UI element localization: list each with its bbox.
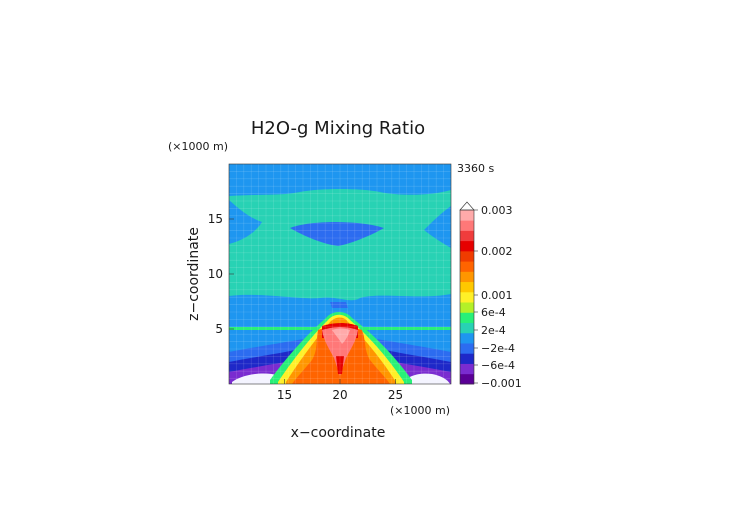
time-label: 3360 s bbox=[457, 162, 494, 175]
colorbar-swatch-15 bbox=[460, 220, 474, 231]
colorbar-label-4: 2e-4 bbox=[481, 324, 506, 337]
field-upper-cyan-right bbox=[424, 206, 451, 248]
colorbar-swatch-10 bbox=[460, 271, 474, 283]
colorbar-label-0: 0.003 bbox=[481, 204, 513, 217]
colorbar-swatch-1 bbox=[460, 363, 474, 375]
y-tick-label-2: 15 bbox=[208, 212, 223, 226]
colorbar-swatch-9 bbox=[460, 281, 474, 293]
x-axis-title: x−coordinate bbox=[291, 425, 386, 441]
colorbar-swatch-12 bbox=[460, 250, 474, 262]
colorbar-swatch-6 bbox=[460, 312, 474, 323]
field-plume-salmon bbox=[322, 327, 358, 376]
y-tick-label-1: 10 bbox=[208, 267, 223, 281]
colorbar-swatch-13 bbox=[460, 240, 474, 252]
field-upper-blue-lens bbox=[290, 222, 384, 246]
colorbar: 0.003 0.002 0.001 6e-4 2e-4 −2e-4 −6e-4 −0.001 bbox=[459, 201, 522, 390]
colorbar-swatch-16 bbox=[460, 210, 474, 221]
colorbar-swatch-0 bbox=[460, 373, 474, 385]
grid-lines bbox=[229, 164, 451, 384]
field-top-cap bbox=[276, 192, 420, 210]
x-unit-label: (×1000 m) bbox=[390, 404, 450, 417]
colorbar-label-6: −6e-4 bbox=[481, 359, 515, 372]
y-axis-title: z−coordinate bbox=[186, 227, 202, 321]
field-plume-red-stem bbox=[336, 356, 344, 374]
colorbar-label-1: 0.002 bbox=[481, 245, 513, 258]
colorbar-swatch-7 bbox=[460, 302, 474, 313]
field-surface-left bbox=[232, 373, 283, 384]
y-axis: 5 10 15 bbox=[208, 212, 234, 336]
chart-title: H2O-g Mixing Ratio bbox=[251, 118, 425, 139]
colorbar-label-3: 6e-4 bbox=[481, 306, 506, 319]
colorbar-label-5: −2e-4 bbox=[481, 342, 515, 355]
colorbar-swatch-4 bbox=[460, 332, 474, 344]
colorbar-swatch-5 bbox=[460, 322, 474, 334]
colorbar-frame bbox=[459, 209, 475, 385]
heatmap-plot-area bbox=[229, 164, 451, 384]
field-upper-cyan bbox=[229, 200, 262, 244]
field-tower-cap bbox=[330, 302, 348, 308]
x-tick-label-0: 15 bbox=[277, 388, 292, 402]
field-plume-pink bbox=[332, 328, 350, 344]
x-tick-label-2: 25 bbox=[388, 388, 403, 402]
y-tick-label-0: 5 bbox=[215, 322, 223, 336]
x-tick-label-1: 20 bbox=[332, 388, 347, 402]
colorbar-label-2: 0.001 bbox=[481, 289, 513, 302]
colorbar-swatch-11 bbox=[460, 261, 474, 272]
y-unit-label: (×1000 m) bbox=[168, 140, 228, 153]
field-surface-right bbox=[404, 373, 450, 384]
x-axis: 15 20 25 bbox=[277, 379, 403, 402]
colorbar-swatch-2 bbox=[460, 353, 474, 364]
colorbar-swatch-3 bbox=[460, 343, 474, 354]
colorbar-swatch-8 bbox=[460, 291, 474, 303]
colorbar-swatch-14 bbox=[460, 230, 474, 242]
colorbar-label-7: −0.001 bbox=[481, 377, 522, 390]
colorbar-extend-arrow bbox=[459, 201, 475, 211]
